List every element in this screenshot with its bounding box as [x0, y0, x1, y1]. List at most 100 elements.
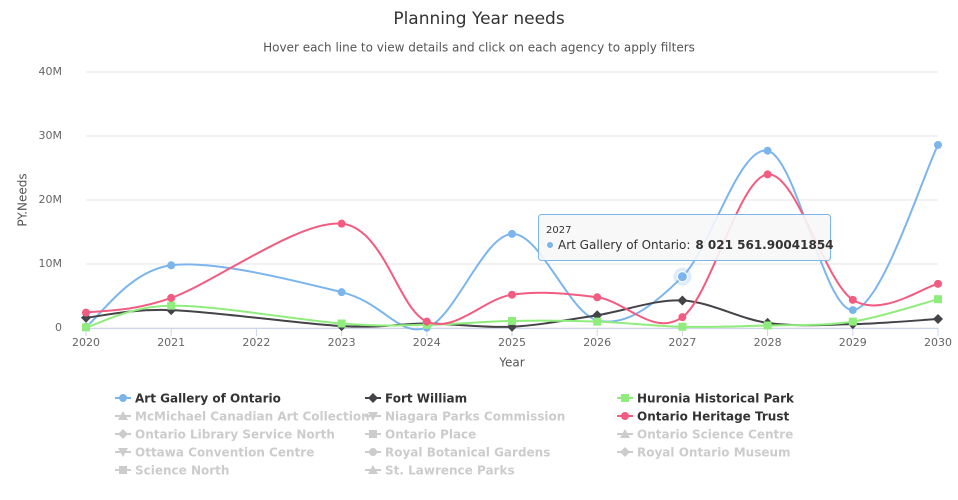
data-point[interactable]	[848, 317, 857, 326]
x-axis-title: Year	[498, 356, 524, 370]
y-tick-label: 0	[55, 321, 62, 334]
legend-label: Ontario Science Centre	[637, 428, 793, 442]
legend-item[interactable]: Science North	[115, 464, 229, 478]
data-point[interactable]	[337, 319, 346, 328]
legend-symbol	[118, 448, 128, 457]
data-point[interactable]	[167, 261, 176, 270]
x-tick-label: 2026	[583, 336, 611, 349]
data-point[interactable]	[678, 322, 687, 331]
y-tick-label: 10M	[39, 257, 63, 270]
y-axis-title: PY.Needs	[16, 173, 30, 226]
legend-item[interactable]: Ontario Library Service North	[115, 428, 335, 442]
legend-item[interactable]: Ontario Science Centre	[617, 428, 793, 442]
data-point[interactable]	[82, 308, 90, 317]
legend-item[interactable]: Ontario Place	[365, 428, 476, 442]
legend-label: Ontario Heritage Trust	[637, 410, 789, 424]
x-tick-label: 2024	[413, 336, 441, 349]
data-point[interactable]	[167, 293, 176, 302]
tooltip-dot	[547, 242, 553, 248]
data-point[interactable]	[763, 321, 772, 330]
data-point[interactable]	[422, 317, 431, 326]
data-point[interactable]	[678, 313, 687, 322]
data-point[interactable]	[508, 290, 516, 299]
legend-item[interactable]: Art Gallery of Ontario	[115, 392, 281, 406]
data-point[interactable]	[934, 295, 942, 304]
tooltip-text: Art Gallery of Ontario: 8 021 561.9004185…	[558, 238, 834, 252]
data-point[interactable]	[848, 306, 857, 315]
hover-point	[676, 271, 688, 283]
legend-symbol	[368, 465, 378, 474]
legend-symbol	[119, 466, 127, 474]
data-point[interactable]	[677, 295, 688, 306]
legend-label: Huronia Historical Park	[637, 392, 795, 406]
legend-item[interactable]: McMichael Canadian Art Collection	[115, 410, 370, 424]
legend-item[interactable]: Fort William	[365, 392, 467, 406]
data-point[interactable]	[167, 301, 176, 310]
legend-symbol	[118, 411, 128, 420]
legend-symbol	[621, 394, 629, 402]
legend-item[interactable]: Ontario Heritage Trust	[617, 410, 789, 424]
chart-subtitle: Hover each line to view details and clic…	[263, 41, 695, 55]
data-point[interactable]	[593, 317, 602, 326]
legend-symbol	[620, 429, 630, 438]
data-point[interactable]	[337, 219, 346, 228]
series-line	[85, 298, 939, 329]
data-point[interactable]	[763, 146, 772, 155]
legend-label: Science North	[135, 464, 229, 478]
data-point[interactable]	[763, 170, 772, 179]
x-tick-label: 2025	[498, 336, 526, 349]
legend-label: McMichael Canadian Art Collection	[135, 410, 370, 424]
tooltip-box	[538, 214, 831, 261]
data-point[interactable]	[848, 295, 857, 304]
y-tick-label: 40M	[39, 65, 63, 78]
legend-item[interactable]: Niagara Parks Commission	[365, 410, 565, 424]
data-point[interactable]	[337, 288, 346, 297]
x-tick-label: 2023	[328, 336, 356, 349]
legend-label: St. Lawrence Parks	[385, 464, 515, 478]
legend-symbol	[369, 448, 377, 456]
legend-symbol	[368, 412, 378, 421]
legend-symbol	[369, 430, 377, 438]
x-tick-label: 2029	[839, 336, 867, 349]
legend-label: Ontario Library Service North	[135, 428, 335, 442]
y-tick-label: 30M	[39, 129, 63, 142]
tooltip-label: Art Gallery of Ontario:	[558, 238, 690, 252]
tooltip: 2027 Art Gallery of Ontario: 8 021 561.900…	[538, 214, 834, 261]
tooltip-title: 2027	[546, 225, 571, 236]
x-tick-label: 2027	[668, 336, 696, 349]
x-tick-label: 2020	[72, 336, 100, 349]
legend-label: Fort William	[385, 392, 467, 406]
data-point[interactable]	[934, 279, 942, 288]
legend-label: Royal Ontario Museum	[637, 446, 791, 460]
x-tick-label: 2022	[242, 336, 270, 349]
data-point[interactable]	[934, 140, 942, 149]
legend-label: Ontario Place	[385, 428, 476, 442]
data-point[interactable]	[933, 314, 943, 325]
data-point[interactable]	[508, 316, 516, 325]
legend-symbol	[368, 393, 378, 403]
legend-symbol	[620, 447, 630, 457]
legend-item[interactable]: Huronia Historical Park	[617, 392, 795, 406]
legend-symbol	[621, 412, 629, 420]
series-line	[85, 144, 939, 331]
data-point[interactable]	[593, 293, 602, 302]
tooltip-value: 8 021 561.90041854	[695, 238, 833, 252]
data-point[interactable]	[508, 229, 516, 238]
legend-label: Art Gallery of Ontario	[135, 392, 281, 406]
legend-item[interactable]: St. Lawrence Parks	[365, 464, 515, 478]
legend-label: Niagara Parks Commission	[385, 410, 565, 424]
data-point[interactable]	[82, 323, 90, 332]
legend-item[interactable]: Ottawa Convention Centre	[115, 446, 314, 460]
x-tick-label: 2030	[924, 336, 952, 349]
legend-label: Royal Botanical Gardens	[385, 446, 550, 460]
chart-title: Planning Year needs	[393, 9, 565, 29]
legend-symbol	[119, 394, 127, 402]
y-tick-label: 20M	[39, 193, 63, 206]
x-tick-label: 2021	[157, 336, 185, 349]
legend-item[interactable]: Royal Botanical Gardens	[365, 446, 550, 460]
legend-symbol	[118, 429, 128, 439]
x-tick-label: 2028	[754, 336, 782, 349]
legend-label: Ottawa Convention Centre	[135, 446, 314, 460]
legend-item[interactable]: Royal Ontario Museum	[617, 446, 791, 460]
